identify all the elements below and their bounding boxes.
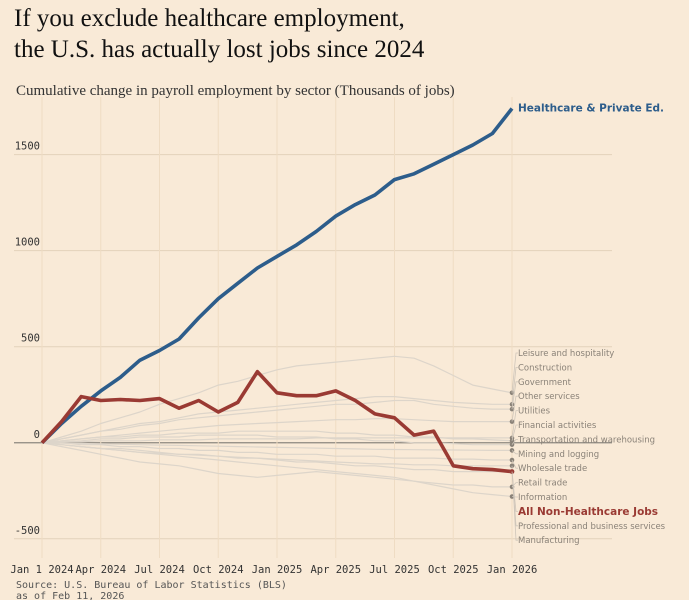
labels: Leisure and hospitality Construction Gover… xyxy=(509,103,666,546)
sector-line xyxy=(41,442,512,473)
sector-line xyxy=(41,396,512,444)
series-label: All Non-Healthcare Jobs xyxy=(518,506,658,518)
series-label: Transportation and warehousing xyxy=(517,435,655,445)
series-label: Construction xyxy=(518,363,572,373)
sector-line xyxy=(41,437,512,444)
x-tick-label: Jan 2025 xyxy=(252,564,303,576)
sector-line xyxy=(41,430,513,444)
x-tick-label: Apr 2025 xyxy=(310,564,361,576)
series-label: Government xyxy=(518,378,572,388)
series-label: Information xyxy=(518,493,567,503)
sector-line xyxy=(41,418,512,444)
end-dot xyxy=(509,406,515,412)
sector-line xyxy=(41,355,513,444)
source: Source: U.S. Bureau of Labor Statistics … xyxy=(16,580,287,591)
leader-line xyxy=(511,424,518,441)
series-label: Mining and logging xyxy=(518,450,599,460)
y-tick-label: 1500 xyxy=(15,141,40,153)
leader-line xyxy=(511,439,518,445)
series-label: Other services xyxy=(518,392,580,402)
series-label: Utilities xyxy=(518,407,551,417)
series-label: Professional and business services xyxy=(518,522,666,532)
leader-line xyxy=(511,450,518,455)
series-label: Healthcare & Private Ed. xyxy=(518,103,664,115)
x-tick-label: Apr 2024 xyxy=(75,564,126,576)
x-tick-label: Jan 2026 xyxy=(487,564,538,576)
source: as of Feb 11, 2026 xyxy=(16,591,124,600)
leader-line xyxy=(511,471,518,512)
main-line xyxy=(40,369,513,474)
y-tick-label: 0 xyxy=(34,429,40,441)
title-line: the U.S. has actually lost jobs since 20… xyxy=(14,36,425,63)
sector-line xyxy=(41,442,512,488)
leader-line xyxy=(511,395,518,422)
series-label: Retail trade xyxy=(518,479,567,489)
end-dot xyxy=(509,419,515,424)
sector-line xyxy=(41,442,512,451)
y-tick-label: 500 xyxy=(21,333,40,345)
title-line: If you exclude healthcare employment, xyxy=(14,5,405,32)
x-tick-label: Oct 2024 xyxy=(193,564,244,576)
sector-line xyxy=(41,442,512,467)
leader-line xyxy=(511,367,518,405)
sector-line xyxy=(41,434,512,446)
leader-line xyxy=(511,352,518,393)
sector-line xyxy=(42,442,512,461)
x-tick-label: Jul 2025 xyxy=(369,564,420,576)
lines xyxy=(40,107,514,498)
grid: -500 0 500 1000 1500 Jan 1 2024 Apr 2024 Jul 20… xyxy=(10,97,612,576)
x-tick-label: Jul 2024 xyxy=(134,564,185,576)
x-tick-label: Jan 1 2024 xyxy=(10,564,73,576)
sector-line xyxy=(41,399,512,444)
subtitle: Cumulative change in payroll employment … xyxy=(16,83,455,99)
main-line xyxy=(40,107,514,445)
series-label: Financial activities xyxy=(518,421,597,431)
leader-line xyxy=(511,410,518,439)
x-tick-label: Oct 2025 xyxy=(428,564,479,576)
y-tick-label: -500 xyxy=(15,525,40,537)
leader-line xyxy=(511,459,518,469)
leader-line xyxy=(511,381,518,410)
y-tick-label: 1000 xyxy=(15,237,40,249)
leader-line xyxy=(511,465,518,541)
series-label: Manufacturing xyxy=(518,536,580,546)
series-label: Leisure and hospitality xyxy=(518,349,614,359)
series-label: Wholesale trade xyxy=(518,464,587,474)
